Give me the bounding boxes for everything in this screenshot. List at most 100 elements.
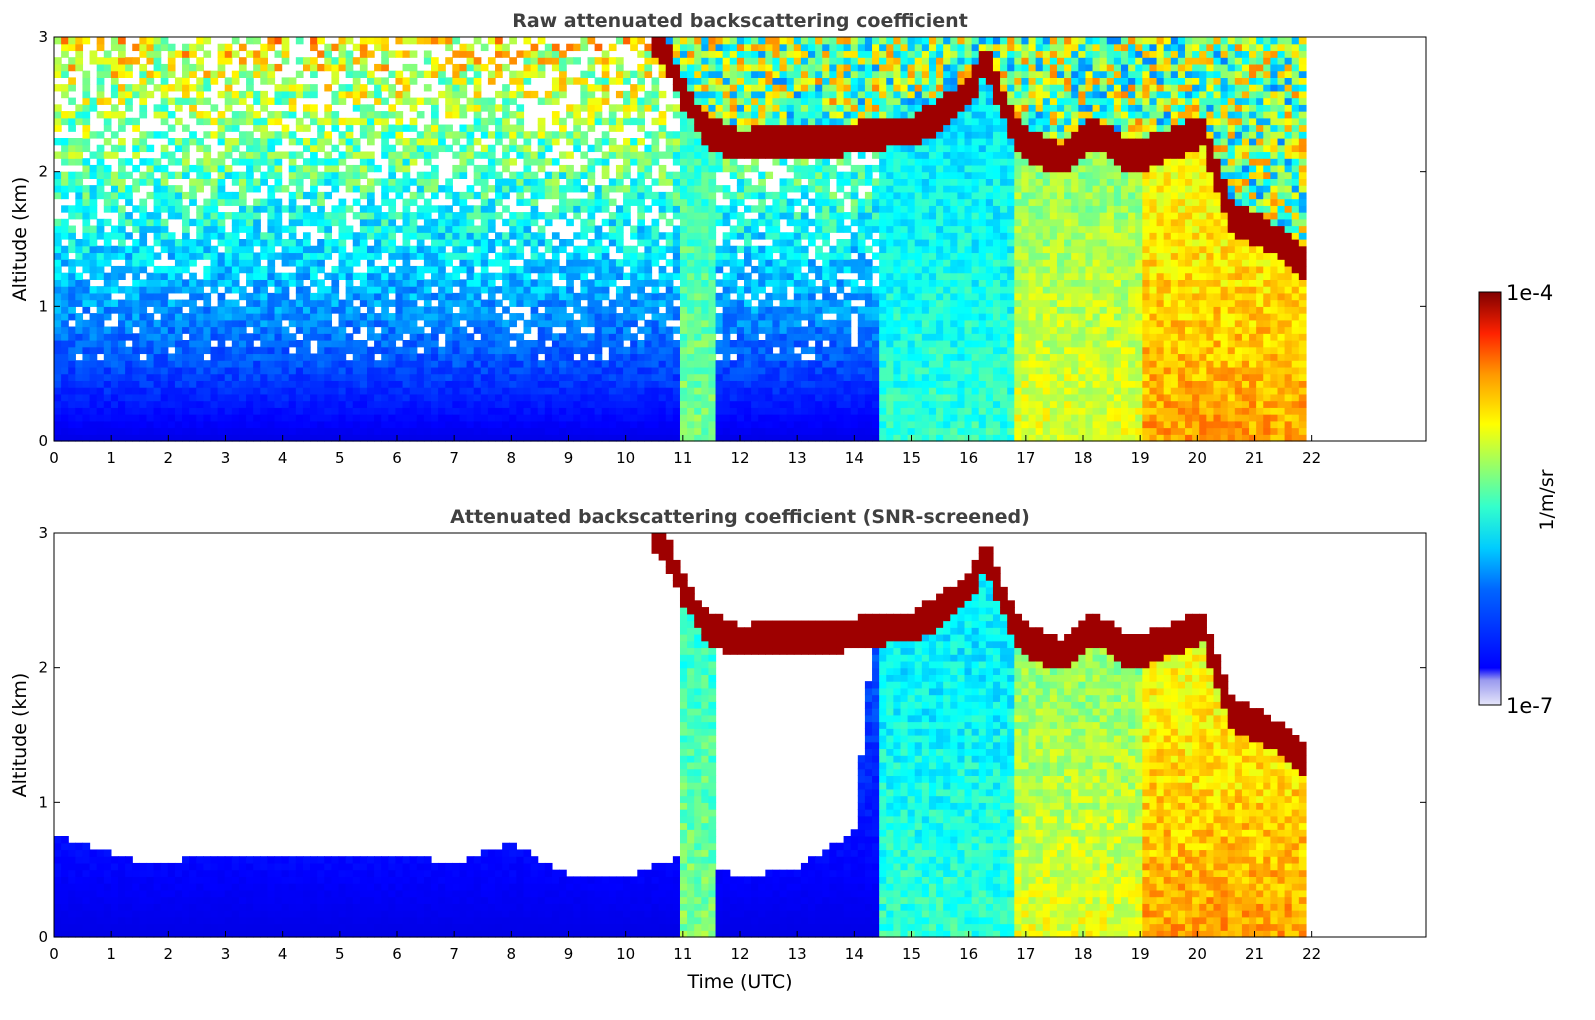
heatmap-cell [302,353,311,361]
heatmap-cell [409,158,418,166]
heatmap-cell [473,178,482,186]
heatmap-cell [274,414,283,422]
heatmap-cell [203,272,212,280]
heatmap-cell [551,205,560,213]
heatmap-cell [96,178,105,186]
heatmap-cell [459,306,468,314]
heatmap-cell [480,205,489,213]
heatmap-cell [480,245,489,254]
heatmap-cell [715,138,724,146]
heatmap-cell [736,77,745,85]
heatmap-cell [366,299,375,307]
heatmap-cell [651,252,660,260]
heatmap-cell [61,138,69,146]
heatmap-cell [736,319,745,328]
heatmap-cell [630,37,638,45]
heatmap-cell [530,340,539,348]
heatmap-cell [615,333,624,341]
heatmap-cell [139,171,148,179]
heatmap-cell [132,340,140,348]
heatmap-cell [744,84,752,92]
heatmap-cell [331,117,340,126]
heatmap-cell [246,218,254,227]
heatmap-cell [551,400,560,408]
heatmap-cell [715,90,724,99]
heatmap-cell [765,366,774,375]
heatmap-cell [345,319,354,328]
heatmap-cell [608,225,617,233]
heatmap-cell [260,292,268,301]
heatmap-cell [637,63,645,72]
heatmap-cell [608,232,617,240]
heatmap-cell [672,400,681,408]
heatmap-cell [736,434,745,442]
heatmap-cell [779,144,788,153]
heatmap-cell [445,400,453,408]
heatmap-cell [765,131,774,139]
heatmap-cell [431,104,439,112]
heatmap-cell [409,387,418,395]
heatmap-cell [139,205,148,213]
heatmap-cell [502,279,510,287]
heatmap-cell [445,333,453,341]
heatmap-cell [580,272,589,280]
heatmap-cell [338,434,347,442]
heatmap-cell [217,353,226,361]
heatmap-cell [54,427,62,435]
heatmap-cell [495,360,503,368]
heatmap-cell [687,286,695,294]
heatmap-cell [274,205,283,213]
heatmap-cell [537,70,546,78]
heatmap-cell [359,104,368,112]
heatmap-cell [217,340,226,348]
heatmap-cell [217,313,226,321]
heatmap-cell [203,400,212,408]
heatmap-cell [217,90,226,99]
heatmap-cell [416,407,425,415]
heatmap-cell [210,104,219,112]
heatmap-cell [345,50,354,58]
heatmap-cell [402,218,411,227]
heatmap-cell [302,57,311,65]
heatmap-cell [238,340,247,348]
heatmap-cell [310,70,318,78]
heatmap-cell [651,198,660,206]
heatmap-cell [587,212,596,220]
heatmap-cell [246,212,254,220]
heatmap-cell [651,279,660,287]
heatmap-cell [182,434,190,442]
heatmap-cell [431,319,439,328]
heatmap-cell [174,144,183,153]
heatmap-cell [366,333,375,341]
heatmap-cell [352,272,361,280]
heatmap-cell [302,90,311,99]
heatmap-cell [502,245,510,254]
heatmap-cell [480,178,489,186]
heatmap-cell [89,319,98,328]
heatmap-cell [758,124,766,132]
heatmap-cell [295,380,304,388]
heatmap-cell [445,393,453,402]
heatmap-cell [658,178,667,186]
heatmap-cell [729,319,738,328]
heatmap-cell [580,97,589,105]
heatmap-cell [594,265,603,274]
heatmap-cell [587,191,596,200]
heatmap-cell [146,178,155,186]
heatmap-cell [359,353,368,361]
heatmap-cell [381,111,389,119]
heatmap-cell [146,37,155,45]
heatmap-cell [665,57,674,65]
heatmap-cell [431,259,439,267]
heatmap-cell [238,151,247,159]
heatmap-cell [672,77,681,85]
heatmap-cell [153,131,162,139]
heatmap-cell [352,366,361,375]
heatmap-cell [103,117,112,126]
heatmap-cell [68,37,76,45]
heatmap-cell [310,218,318,227]
heatmap-cell [708,326,717,334]
heatmap-cell [758,245,766,254]
heatmap-cell [82,299,91,307]
heatmap-cell [324,400,333,408]
